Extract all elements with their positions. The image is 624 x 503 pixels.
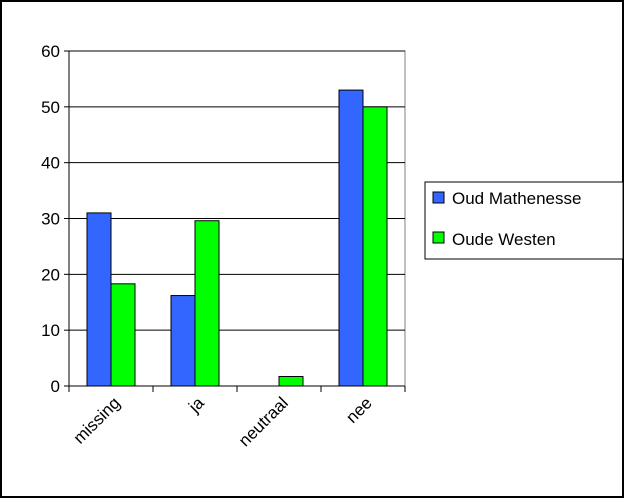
- y-tick-label-60: 60: [41, 42, 60, 61]
- bar-missing-1: [110, 283, 136, 387]
- y-tick-label-20: 20: [41, 265, 60, 284]
- bar-nee-0: [338, 89, 364, 387]
- legend-swatch-oude-westen: [432, 231, 445, 244]
- y-tick-label-50: 50: [41, 98, 60, 117]
- y-tick-label-10: 10: [41, 321, 60, 340]
- bar-neutraal-1: [278, 376, 304, 387]
- y-tick-label-30: 30: [41, 210, 60, 229]
- y-tick-label-0: 0: [51, 377, 60, 396]
- legend: Oud Mathenesse Oude Westen: [424, 181, 624, 260]
- bar-ja-0: [170, 295, 196, 387]
- legend-swatch-oud-mathenesse: [432, 191, 445, 204]
- legend-label-oude-westen: Oude Westen: [452, 230, 556, 249]
- legend-box: [424, 181, 624, 260]
- y-tick-label-40: 40: [41, 154, 60, 173]
- bar-missing-0: [86, 212, 112, 387]
- bar-nee-1: [362, 106, 388, 387]
- legend-label-oud-mathenesse: Oud Mathenesse: [452, 189, 581, 208]
- bar-ja-1: [194, 220, 220, 387]
